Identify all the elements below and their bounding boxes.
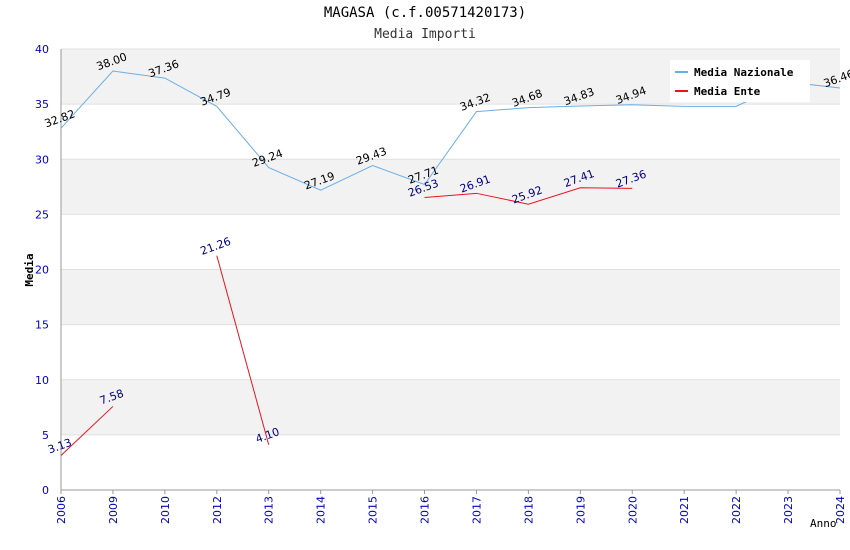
- series-line-0: [60, 70, 841, 191]
- grid-bands: [61, 49, 840, 435]
- x-tick-label: 2009: [107, 496, 120, 524]
- gridlines: [61, 48, 840, 491]
- y-tick-label: 20: [35, 264, 49, 277]
- series-line-1: [216, 255, 270, 445]
- legend: Media Nazionale Media Ente: [670, 60, 810, 102]
- x-axis-label: Anno: [810, 517, 837, 530]
- chart-subtitle: Media Importi: [374, 27, 476, 42]
- x-tick-label: 2014: [315, 496, 328, 524]
- x-tick-label: 2022: [730, 496, 743, 524]
- x-tick-label: 2015: [367, 496, 380, 524]
- x-tick-label: 2021: [678, 496, 691, 524]
- y-tick-label: 15: [35, 319, 49, 332]
- y-tick-label: 35: [35, 98, 49, 111]
- x-tick-label: 2006: [55, 496, 68, 524]
- y-tick-label: 5: [42, 429, 49, 442]
- y-tick-labels: 0 5 10 15 20 25 30 35 40: [35, 43, 49, 497]
- y-tick-label: 30: [35, 153, 49, 166]
- x-tick-label: 2018: [522, 496, 535, 524]
- grid-band: [61, 379, 840, 435]
- grid-band: [61, 159, 840, 215]
- x-tick-label: 2019: [574, 496, 587, 524]
- x-tick-label: 2020: [626, 496, 639, 524]
- x-tick-label: 2017: [470, 496, 483, 524]
- series-line-1: [60, 406, 114, 456]
- y-axis-label: Media: [23, 253, 36, 286]
- series-line-1: [424, 187, 633, 205]
- data-label: 21.26: [199, 235, 233, 258]
- x-tick-label: 2012: [211, 496, 224, 524]
- y-tick-label: 10: [35, 374, 49, 387]
- y-tick-label: 25: [35, 208, 49, 221]
- data-label: 3.13: [46, 436, 73, 457]
- chart-title: MAGASA (c.f.00571420173): [323, 5, 527, 21]
- y-tick-label: 40: [35, 43, 49, 56]
- legend-box: [670, 60, 810, 102]
- grid-band: [61, 269, 840, 325]
- x-tick-label: 2024: [834, 496, 847, 524]
- y-tick-label: 0: [42, 484, 49, 497]
- legend-label: Media Ente: [694, 85, 761, 98]
- x-tick-label: 2010: [159, 496, 172, 524]
- x-tick-label: 2023: [782, 496, 795, 524]
- legend-label: Media Nazionale: [694, 66, 794, 79]
- axes: [60, 49, 840, 491]
- x-tick-label: 2013: [263, 496, 276, 524]
- x-tick-labels: 2006 2009 2010 2012 2013 2014 2015 2016 2017 2018…: [55, 490, 847, 524]
- series-lines: [60, 70, 841, 456]
- x-tick-label: 2016: [419, 496, 432, 524]
